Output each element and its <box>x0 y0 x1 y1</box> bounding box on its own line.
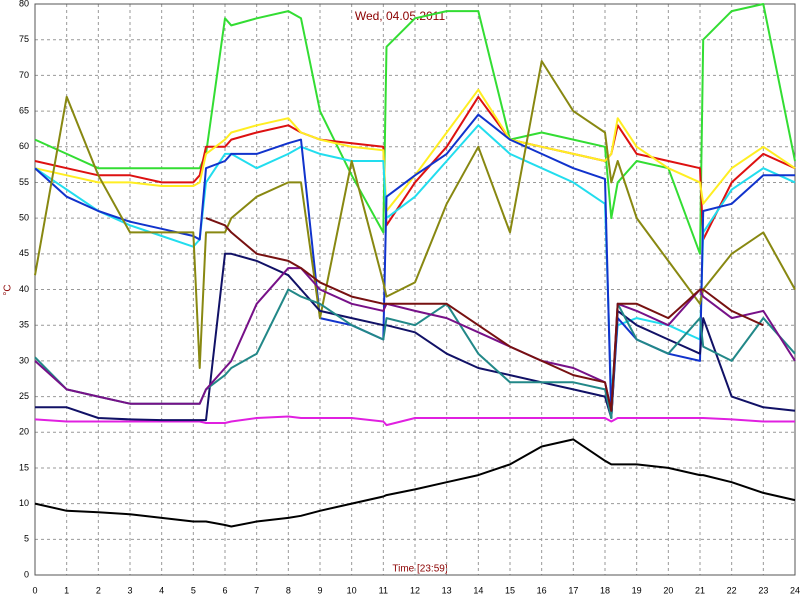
x-tick-label: 4 <box>159 585 164 595</box>
y-tick-label: 25 <box>19 391 29 401</box>
x-tick-label: 20 <box>663 585 673 595</box>
x-tick-label: 13 <box>442 585 452 595</box>
y-tick-label: 40 <box>19 284 29 294</box>
x-tick-label: 15 <box>505 585 515 595</box>
x-tick-label: 5 <box>191 585 196 595</box>
series-line <box>34 3 796 255</box>
y-tick-label: 20 <box>19 427 29 437</box>
y-tick-label: 50 <box>19 213 29 223</box>
x-tick-label: 16 <box>537 585 547 595</box>
x-tick-label: 19 <box>632 585 642 595</box>
x-axis-label: Time [23:59] <box>392 564 447 575</box>
y-tick-label: 65 <box>19 105 29 115</box>
x-tick-label: 9 <box>317 585 322 595</box>
x-tick-label: 24 <box>790 585 800 595</box>
y-tick-label: 0 <box>24 569 29 579</box>
x-tick-label: 11 <box>379 585 388 595</box>
x-tick-label: 17 <box>568 585 578 595</box>
x-tick-label: 3 <box>127 585 132 595</box>
y-tick-label: 55 <box>19 177 29 187</box>
x-tick-label: 21 <box>695 585 705 595</box>
series-line <box>34 60 796 369</box>
x-tick-label: 0 <box>32 585 37 595</box>
series-line <box>35 252 796 422</box>
x-tick-label: 7 <box>254 585 259 595</box>
series-line <box>34 415 795 427</box>
y-tick-label: 30 <box>19 355 29 365</box>
x-tick-label: 14 <box>473 585 483 595</box>
y-tick-label: 70 <box>19 70 29 80</box>
x-tick-label: 18 <box>600 585 610 595</box>
y-tick-label: 45 <box>19 248 29 258</box>
y-tick-label: 75 <box>19 34 29 44</box>
x-tick-label: 23 <box>758 585 768 595</box>
y-axis-label: °C <box>3 284 14 295</box>
y-tick-label: 5 <box>24 534 29 544</box>
y-tick-label: 60 <box>19 141 29 151</box>
x-tick-label: 1 <box>64 585 69 595</box>
series-line <box>205 217 764 412</box>
x-tick-label: 12 <box>410 585 420 595</box>
y-tick-label: 35 <box>19 320 29 330</box>
x-tick-label: 2 <box>96 585 101 595</box>
x-tick-label: 8 <box>286 585 291 595</box>
y-tick-label: 15 <box>19 462 29 472</box>
series-line <box>34 438 796 528</box>
y-tick-label: 10 <box>19 498 29 508</box>
chart-title: Wed, 04.05.2011 <box>355 9 446 23</box>
x-tick-label: 10 <box>347 585 357 595</box>
y-tick-label: 80 <box>19 0 29 8</box>
x-tick-label: 6 <box>222 585 227 595</box>
x-tick-label: 22 <box>727 585 737 595</box>
